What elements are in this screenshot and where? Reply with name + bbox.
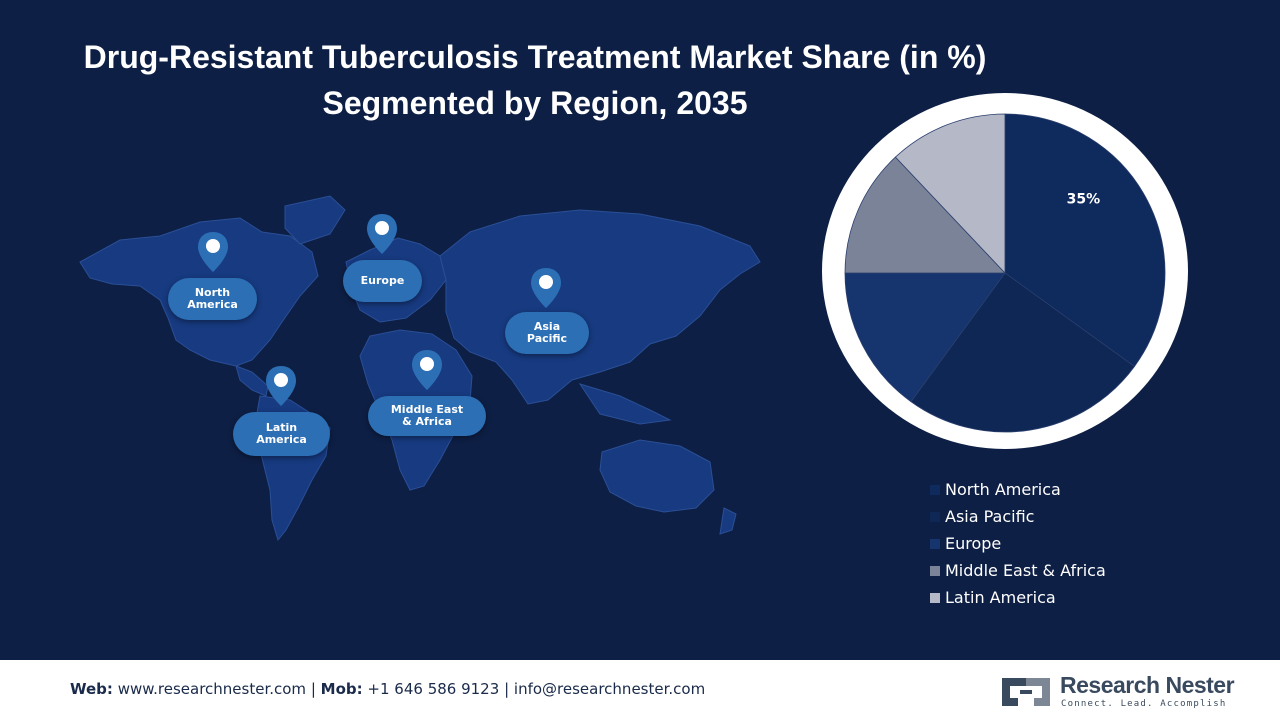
location-pin-icon (198, 232, 228, 272)
pie-slice-middle-east-africa (844, 156, 1006, 274)
map-asia (439, 209, 761, 405)
map-greenland (284, 195, 346, 245)
title-line-1: Drug-Resistant Tuberculosis Treatment Ma… (83, 39, 987, 75)
web-value[interactable]: www.researchnester.com (117, 680, 307, 698)
legend-item: Europe (930, 530, 1106, 557)
footer: Web: www.researchnester.com | Mob: +1 64… (0, 660, 1280, 720)
logo-name: Research Nester (1060, 672, 1235, 698)
mob-value[interactable]: +1 646 586 9123 (367, 680, 500, 698)
pie-slice-north-america (1004, 113, 1166, 368)
mob-label: Mob: (320, 680, 363, 698)
logo-mark-icon (1002, 678, 1050, 706)
region-label-middle-east-africa: Middle East & Africa (368, 396, 486, 436)
pie-chart: 35% (822, 93, 1188, 449)
region-label-asia-pacific: Asia Pacific (505, 312, 589, 354)
title-line-2: Segmented by Region, 2035 (322, 85, 748, 121)
legend-swatch (930, 484, 940, 495)
region-label-north-america: North America (168, 278, 257, 320)
legend-swatch (930, 538, 940, 549)
pie-slice-asia-pacific (910, 272, 1136, 433)
map-new-zealand (719, 507, 737, 535)
email-value[interactable]: info@researchnester.com (513, 680, 706, 698)
pie-data-label: 35% (1067, 191, 1101, 207)
legend-label: Middle East & Africa (945, 561, 1106, 580)
separator: | (310, 680, 316, 698)
legend-label: North America (945, 480, 1061, 499)
pie-slice-latin-america (894, 113, 1006, 275)
chart-title: Drug-Resistant Tuberculosis Treatment Ma… (0, 34, 1070, 126)
web-label: Web: (70, 680, 113, 698)
legend-swatch (930, 592, 940, 603)
region-label-latin-america: Latin America (233, 412, 330, 456)
chart-legend: North America Asia Pacific Europe Middle Ea… (930, 476, 1106, 611)
pie-slice-europe (844, 272, 1006, 403)
legend-swatch (930, 511, 940, 522)
separator: | (504, 680, 510, 698)
contact-info: Web: www.researchnester.com | Mob: +1 64… (70, 680, 705, 698)
legend-item: Latin America (930, 584, 1106, 611)
legend-item: North America (930, 476, 1106, 503)
legend-swatch (930, 565, 940, 576)
map-australia (599, 439, 715, 513)
location-pin-icon (367, 214, 397, 254)
map-southeast-asia (578, 383, 672, 425)
legend-label: Asia Pacific (945, 507, 1035, 526)
research-nester-logo: Research Nester Connect. Lead. Accomplis… (998, 672, 1235, 712)
location-pin-icon (412, 350, 442, 390)
region-label-europe: Europe (343, 260, 422, 302)
legend-item: Middle East & Africa (930, 557, 1106, 584)
legend-label: Latin America (945, 588, 1056, 607)
map-central-america (235, 365, 269, 397)
logo-tagline: Connect. Lead. Accomplish (1061, 699, 1227, 709)
location-pin-icon (266, 366, 296, 406)
location-pin-icon (531, 268, 561, 308)
legend-item: Asia Pacific (930, 503, 1106, 530)
legend-label: Europe (945, 534, 1002, 553)
